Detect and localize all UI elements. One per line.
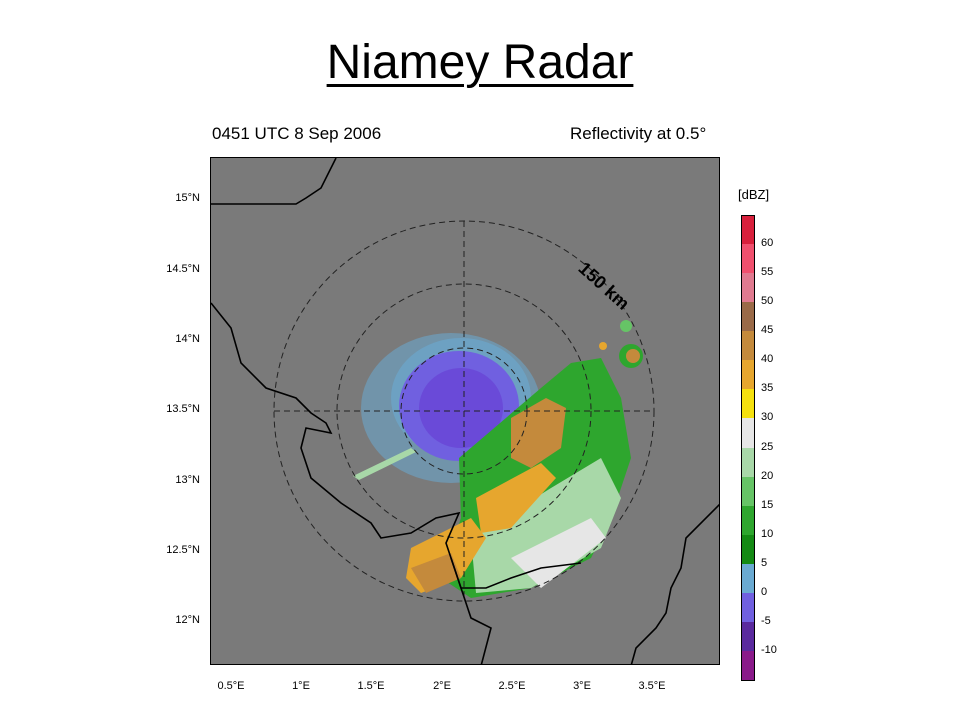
colorbar-swatch bbox=[741, 563, 755, 594]
radar-map-canvas bbox=[211, 158, 719, 664]
colorbar-swatch bbox=[741, 389, 755, 419]
field-label: Reflectivity at 0.5° bbox=[570, 124, 707, 143]
colorbar-swatch bbox=[741, 447, 755, 478]
lon-tick-label: 1.5°E bbox=[357, 680, 385, 692]
radar-map bbox=[210, 157, 720, 665]
lon-tick-label: 1°E bbox=[292, 680, 310, 692]
echo-tan-core bbox=[411, 553, 461, 593]
lat-tick-label: 13°N bbox=[175, 474, 200, 486]
colorbar-swatch bbox=[741, 273, 755, 303]
colorbar-swatch bbox=[741, 621, 755, 652]
colorbar-swatch bbox=[741, 331, 755, 361]
echo-ne-cells bbox=[599, 320, 643, 368]
lon-tick-label: 0.5°E bbox=[217, 680, 245, 692]
lat-tick-label: 14.5°N bbox=[166, 263, 200, 275]
lat-tick-label: 12°N bbox=[175, 614, 200, 626]
echo-light-green bbox=[471, 458, 621, 593]
colorbar-tick-label: 45 bbox=[761, 324, 774, 337]
colorbar-tick-label: 55 bbox=[761, 266, 774, 279]
colorbar-swatch bbox=[741, 534, 755, 565]
colorbar-tick-label: 50 bbox=[761, 295, 774, 308]
colorbar-tick-label: 25 bbox=[761, 440, 774, 453]
lon-tick-label: 2°E bbox=[433, 680, 451, 692]
colorbar-tick-label: 20 bbox=[761, 469, 774, 482]
colorbar-swatch bbox=[741, 592, 755, 623]
colorbar-swatch bbox=[741, 418, 755, 448]
country-borders bbox=[211, 158, 719, 664]
echo-orange-core-1 bbox=[511, 398, 566, 468]
range-rings bbox=[273, 220, 655, 602]
colorbar-unit: [dBZ] bbox=[738, 187, 770, 202]
lat-tick-label: 13.5°N bbox=[166, 403, 200, 415]
colorbar-tick-label: -10 bbox=[761, 643, 777, 656]
lon-tick-label: 2.5°E bbox=[498, 680, 526, 692]
colorbar-tick-label: -5 bbox=[761, 614, 771, 627]
lat-tick-label: 15°N bbox=[175, 192, 200, 204]
echo-orange-core-2 bbox=[476, 463, 556, 533]
colorbar-tick-label: 15 bbox=[761, 498, 774, 511]
slide-title: Niamey Radar bbox=[326, 36, 634, 89]
echo-spike bbox=[353, 448, 416, 480]
colorbar-tick-label: 5 bbox=[761, 556, 768, 569]
colorbar-tick-label: 35 bbox=[761, 382, 774, 395]
colorbar-tick-label: 30 bbox=[761, 411, 774, 424]
colorbar-swatch bbox=[741, 244, 755, 274]
lat-tick-label: 12.5°N bbox=[166, 544, 200, 556]
colorbar-swatch bbox=[741, 302, 755, 332]
colorbar-tick-label: 10 bbox=[761, 527, 774, 540]
colorbar-tick-label: 0 bbox=[761, 585, 768, 598]
time-label: 0451 UTC 8 Sep 2006 bbox=[212, 124, 382, 143]
colorbar-swatch bbox=[741, 505, 755, 536]
colorbar-tick-label: 40 bbox=[761, 353, 774, 366]
colorbar-swatch bbox=[741, 215, 755, 245]
lon-tick-label: 3.5°E bbox=[638, 680, 666, 692]
colorbar-swatch bbox=[741, 476, 755, 507]
colorbar-swatch bbox=[741, 650, 755, 681]
lon-tick-label: 3°E bbox=[573, 680, 591, 692]
colorbar-tick-label: 60 bbox=[761, 237, 774, 250]
colorbar-swatch bbox=[741, 360, 755, 390]
lat-tick-label: 14°N bbox=[175, 333, 200, 345]
